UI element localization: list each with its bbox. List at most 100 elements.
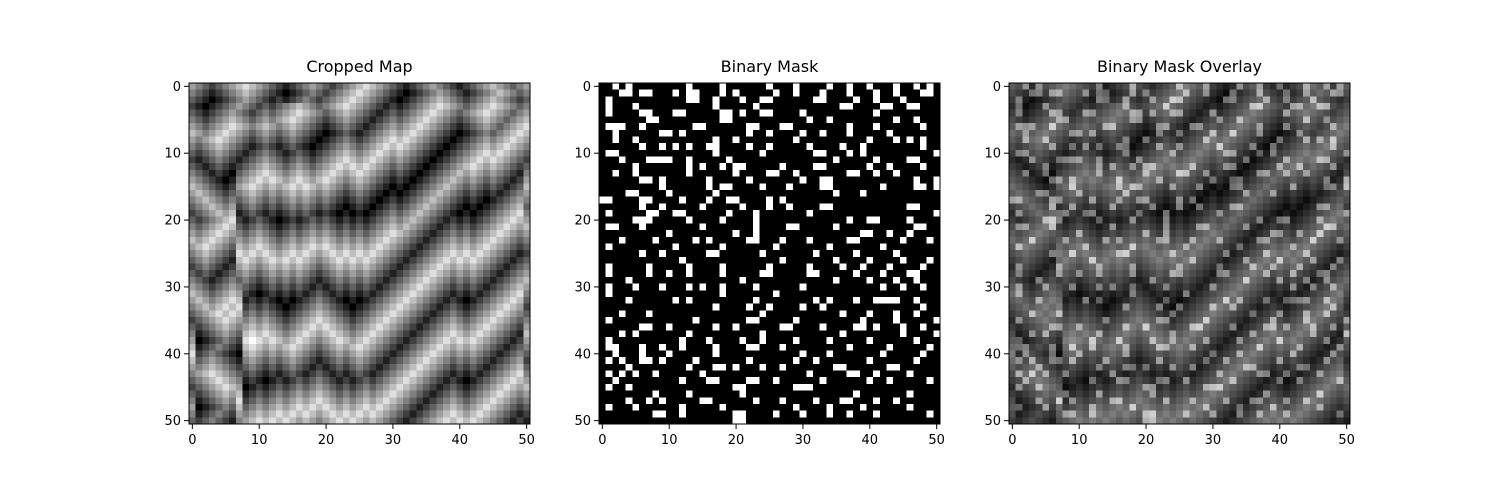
pixel	[645, 330, 653, 338]
pixel	[906, 203, 914, 211]
pixel	[342, 370, 350, 378]
pixel	[612, 357, 620, 365]
pixel	[739, 156, 747, 164]
pixel	[356, 377, 364, 385]
pixel	[295, 243, 304, 251]
pixel	[605, 216, 613, 224]
pixel	[659, 203, 667, 211]
pixel	[289, 276, 297, 284]
pixel	[719, 143, 727, 151]
pixel	[483, 103, 491, 111]
pixel	[692, 89, 700, 97]
pixel	[746, 310, 754, 318]
pixel	[619, 83, 627, 91]
pixel	[886, 129, 894, 137]
pixel	[873, 256, 881, 264]
pixel	[772, 96, 780, 104]
pixel	[396, 296, 404, 305]
pixel	[409, 270, 417, 278]
pixel	[476, 149, 484, 157]
pixel	[812, 169, 821, 178]
pixel	[846, 210, 854, 218]
pixel	[469, 223, 477, 231]
pixel	[503, 323, 511, 331]
pixel	[262, 350, 270, 358]
pixel	[282, 89, 290, 97]
pixel	[509, 163, 518, 171]
pixel	[302, 89, 310, 97]
pixel	[456, 136, 464, 144]
pixel	[692, 176, 700, 184]
pixel	[222, 383, 230, 391]
pixel	[726, 116, 734, 124]
pixel	[645, 203, 653, 211]
pixel	[699, 270, 707, 278]
pixel	[746, 290, 754, 298]
pixel	[779, 263, 787, 271]
pixel	[443, 303, 451, 311]
pixel	[322, 330, 330, 338]
pixel	[899, 176, 907, 184]
pixel	[322, 377, 330, 385]
pixel	[209, 176, 217, 184]
pixel	[759, 83, 767, 91]
pixel	[812, 317, 821, 325]
pixel	[759, 296, 767, 305]
pixel	[449, 330, 457, 338]
pixel	[819, 156, 827, 164]
pixel	[826, 156, 834, 164]
pixel	[516, 129, 524, 137]
pixel	[342, 196, 350, 204]
pixel	[705, 250, 714, 258]
pixel	[685, 296, 694, 305]
pixel	[382, 169, 390, 178]
pixel	[389, 283, 397, 291]
pixel	[685, 250, 694, 258]
pixel	[322, 136, 330, 144]
pixel	[652, 103, 660, 111]
pixel	[639, 363, 647, 371]
pixel	[826, 350, 834, 358]
pixel	[639, 343, 647, 351]
pixel	[476, 236, 484, 244]
pixel	[289, 290, 297, 298]
pixel	[879, 256, 887, 264]
pixel	[469, 109, 477, 117]
pixel	[853, 363, 861, 371]
pixel	[893, 243, 901, 251]
pixel	[369, 296, 377, 305]
pixel	[699, 236, 707, 244]
pixel	[503, 296, 511, 305]
pixel	[463, 343, 471, 351]
pixel	[645, 363, 653, 371]
pixel	[523, 96, 531, 104]
pixel	[463, 310, 471, 318]
pixel	[309, 256, 317, 264]
pixel	[806, 169, 814, 178]
pixel	[612, 337, 620, 345]
pixel	[893, 89, 901, 97]
pixel	[886, 210, 894, 218]
pixel	[295, 256, 304, 264]
pixel	[416, 236, 424, 244]
pixel	[282, 263, 290, 271]
pixel	[685, 377, 694, 385]
pixel	[356, 189, 364, 198]
pixel	[369, 189, 377, 198]
pixel	[329, 303, 337, 311]
pixel	[382, 176, 390, 184]
pixel	[295, 136, 304, 144]
pixel	[523, 296, 531, 305]
pixel	[799, 256, 807, 264]
pixel	[766, 109, 774, 117]
pixel	[295, 189, 304, 198]
pixel	[449, 323, 457, 331]
pixel	[926, 263, 934, 271]
pixel	[195, 337, 203, 345]
pixel	[679, 129, 687, 137]
pixel	[799, 317, 807, 325]
pixel	[726, 363, 734, 371]
pixel	[229, 143, 237, 151]
pixel	[659, 196, 667, 204]
